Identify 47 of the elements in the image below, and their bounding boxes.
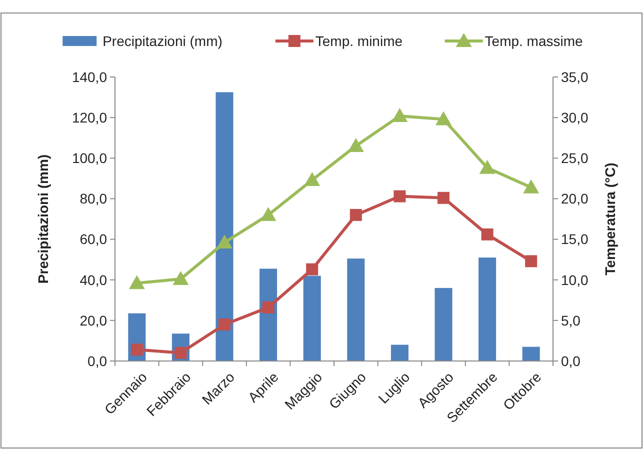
y2-tick-label: 20,0 [561, 190, 588, 207]
legend-label: Temp. massime [484, 32, 584, 49]
y2-tick-label: 25,0 [561, 150, 588, 166]
point [392, 108, 408, 122]
bar [303, 276, 321, 361]
y-tick-label: 20,0 [80, 312, 108, 328]
point [130, 344, 143, 356]
point [479, 160, 496, 174]
bar [522, 346, 540, 361]
point [436, 111, 452, 126]
point [172, 271, 189, 286]
y-axis-title: Precipitazioni (mm) [35, 154, 51, 284]
point [260, 206, 276, 221]
y-tick-label: 80,0 [80, 190, 108, 207]
y-tick-label: 0,0 [88, 352, 108, 369]
y-tick-label: 120,0 [72, 109, 108, 126]
point [394, 190, 406, 202]
y2-tick-label: 30,0 [561, 109, 588, 126]
point [525, 255, 538, 268]
y-tick-label: 60,0 [80, 231, 108, 248]
point [128, 275, 145, 290]
bar [347, 258, 365, 361]
point [350, 208, 362, 221]
point [218, 318, 230, 330]
legend-label: Precipitazioni (mm) [102, 32, 222, 49]
y2-tick-label: 10,0 [561, 272, 588, 288]
y2-axis-title: Temperatura (°C) [602, 162, 618, 276]
y-tick-label: 40,0 [80, 272, 108, 288]
point [304, 172, 320, 186]
y-tick-label: 100,0 [72, 150, 108, 166]
point [348, 138, 364, 152]
y-tick-label: 140,0 [72, 68, 108, 85]
point [306, 263, 318, 276]
bar [434, 288, 452, 361]
point [216, 234, 232, 249]
bar [390, 344, 408, 361]
y2-tick-label: 15,0 [561, 231, 588, 248]
legend-label: Temp. minime [315, 32, 403, 49]
bar [216, 92, 234, 361]
y2-tick-label: 5,0 [561, 312, 581, 328]
point [438, 192, 450, 204]
point [481, 228, 494, 240]
point [262, 301, 274, 314]
y2-tick-label: 0,0 [561, 352, 581, 369]
y2-tick-label: 35,0 [561, 68, 588, 85]
bar [478, 258, 496, 361]
point [523, 179, 540, 194]
